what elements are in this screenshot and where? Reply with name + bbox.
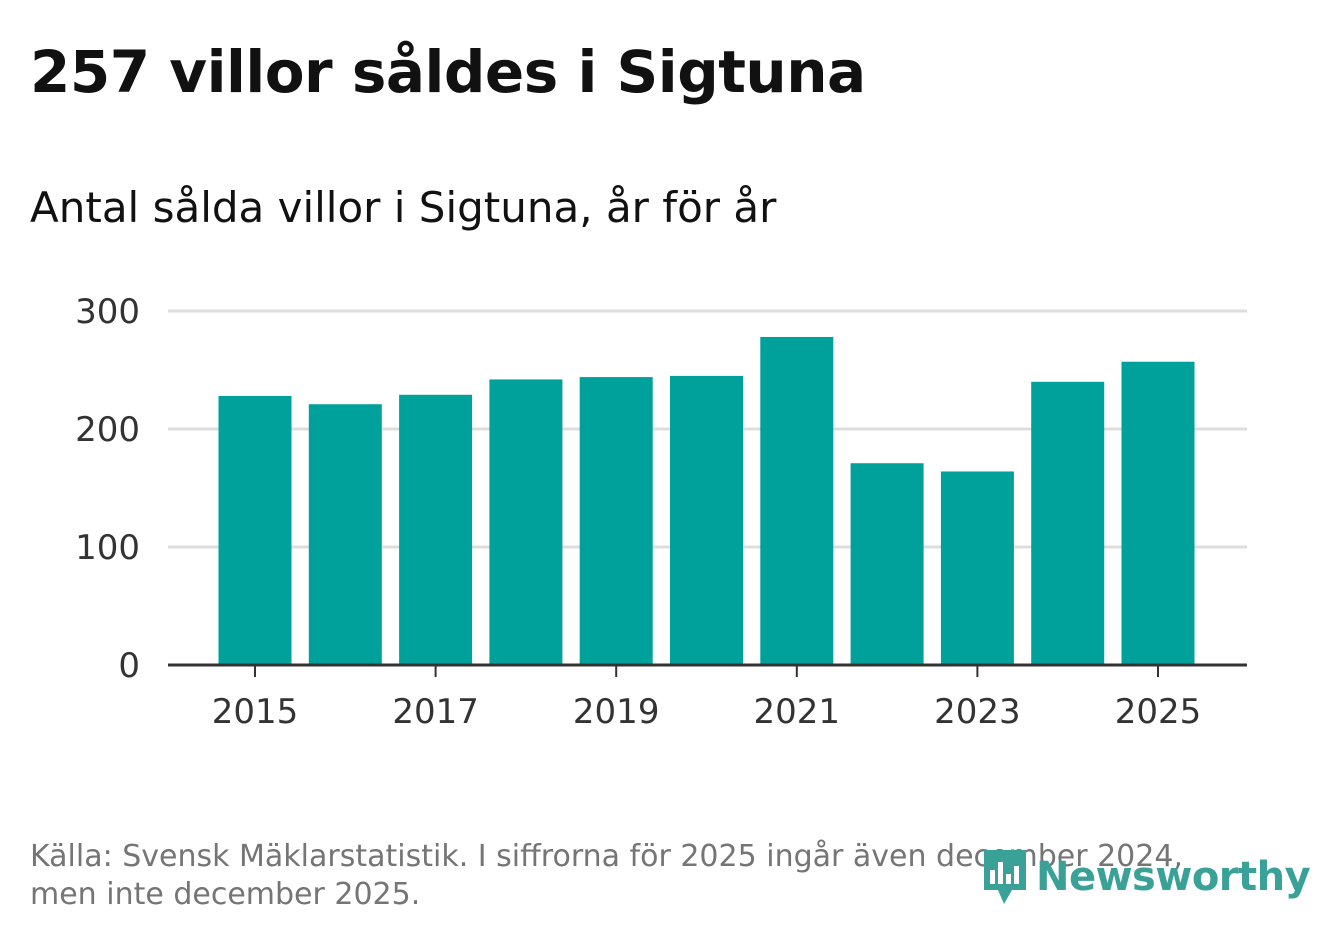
bar-2015 [218,395,292,665]
bars [218,336,1195,665]
x-tick-label: 2015 [212,692,299,732]
y-tick-label: 300 [75,292,140,332]
y-tick-label: 0 [118,646,140,686]
bar-2019 [579,377,653,665]
x-tick-label: 2017 [392,692,479,732]
x-tick-label: 2021 [754,692,841,732]
bar-2025 [1121,361,1195,665]
bar-2016 [308,404,382,665]
y-tick-label: 100 [75,528,140,568]
bar-2022 [850,463,924,665]
bar-2023 [940,471,1014,665]
bar-chart: 0 100 200 300 2015 2017 2019 2021 2023 2025 [75,292,1247,732]
logo-text: Newsworthy [1036,854,1311,900]
bar-2018 [489,379,563,665]
x-tick-label: 2019 [573,692,660,732]
newsworthy-logo: Newsworthy [980,846,1311,908]
bar-2020 [670,375,743,665]
y-axis-ticks: 0 100 200 300 [75,292,140,686]
bar-2024 [1031,381,1105,665]
bar-2021 [760,336,834,665]
x-tick-label: 2023 [934,692,1021,732]
chart-subtitle: Antal sålda villor i Sigtuna, år för år [30,183,777,232]
bar-2017 [399,394,473,665]
x-tick-label: 2025 [1115,692,1202,732]
chart-title: 257 villor såldes i Sigtuna [30,38,866,106]
x-axis-ticks: 2015 2017 2019 2021 2023 2025 [212,665,1202,732]
y-tick-label: 200 [75,410,140,450]
newsworthy-logo-icon [984,850,1026,904]
